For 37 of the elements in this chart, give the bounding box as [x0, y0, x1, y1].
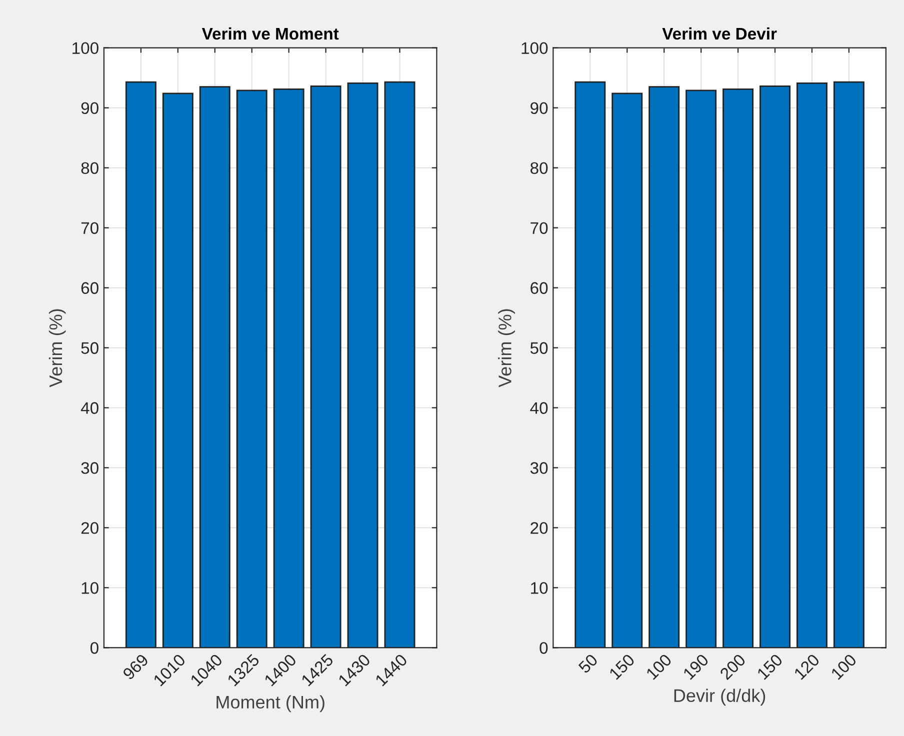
y-tick-label: 0: [90, 642, 98, 654]
x-tick-label: 100: [830, 653, 858, 680]
y-tick-label: 40: [530, 402, 548, 414]
y-tick-label: 70: [81, 222, 98, 234]
y-tick-label: 10: [82, 582, 98, 594]
x-tick-label: 150: [756, 653, 784, 680]
y-tick-label: 90: [81, 102, 98, 114]
y-tick-label: 30: [81, 462, 98, 474]
y-axis-title: Verim (%): [498, 309, 515, 388]
x-tick-label: 120: [794, 653, 820, 680]
y-tick-label: 50: [530, 342, 548, 354]
y-tick-label: 60: [81, 282, 98, 294]
y-tick-label: 20: [81, 522, 98, 534]
y-tick-label: 30: [530, 462, 548, 474]
chart-title: Verim ve Devir: [662, 27, 777, 40]
y-tick-label: 20: [530, 522, 548, 534]
y-tick-label: 70: [530, 222, 548, 234]
y-tick-label: 90: [530, 102, 548, 114]
y-tick-label: 80: [81, 162, 98, 174]
x-axis-title: Moment (Nm): [216, 695, 324, 712]
x-tick-label: 100: [646, 653, 672, 680]
y-tick-label: 10: [531, 582, 548, 594]
y-tick-label: 80: [530, 162, 548, 174]
x-tick-label: 50: [578, 653, 598, 674]
y-tick-label: 60: [530, 282, 548, 294]
y-tick-label: 100: [72, 42, 98, 54]
x-tick-label: 150: [608, 653, 636, 680]
y-axis-title: Verim (%): [48, 309, 66, 388]
chart-title: Verim ve Moment: [202, 27, 339, 40]
x-tick-label: 969: [122, 653, 150, 680]
x-axis-title: Devir (d/dk): [674, 688, 766, 706]
y-tick-label: 100: [522, 42, 548, 54]
x-tick-label: 200: [719, 653, 746, 680]
x-tick-label: 190: [682, 653, 710, 680]
y-tick-label: 40: [80, 402, 98, 414]
y-tick-label: 0: [540, 642, 548, 654]
y-tick-label: 50: [81, 342, 98, 354]
